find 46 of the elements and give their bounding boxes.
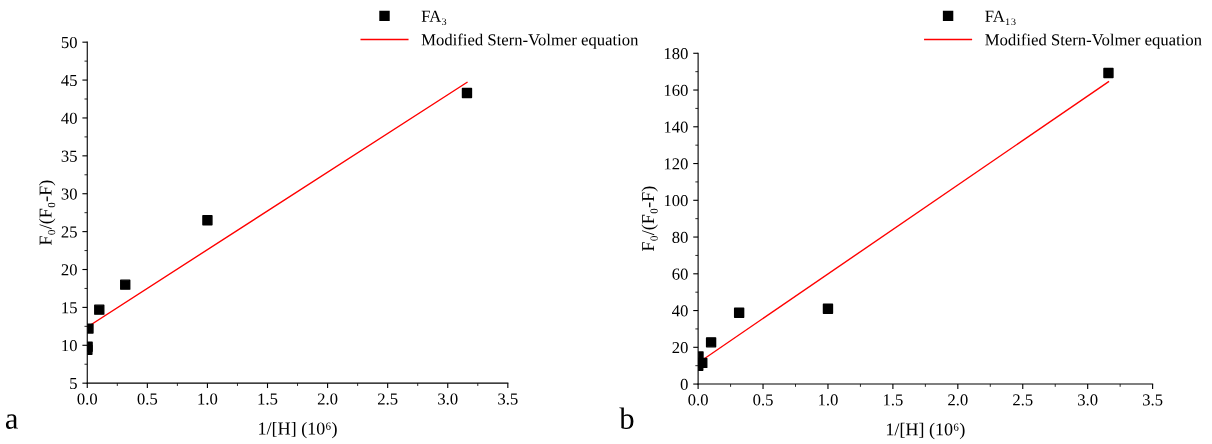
text: b xyxy=(619,407,634,429)
y-tick-label: 120 xyxy=(664,158,688,170)
x-axis-title: 1/[H] (10⁶) xyxy=(886,422,965,440)
text: a xyxy=(5,414,18,429)
y-tick-label: 40 xyxy=(672,305,688,317)
x-tick-label: 2.5 xyxy=(377,393,398,405)
legend-label: FA₁₃ xyxy=(985,10,1016,26)
x-tick-label: 1.5 xyxy=(258,393,278,405)
y-tick-label: 20 xyxy=(672,342,688,354)
y-tick-label: 35 xyxy=(61,150,77,162)
y-tick-label: 160 xyxy=(664,84,688,96)
y-tick-label: 80 xyxy=(672,231,688,243)
y-tick-label: 180 xyxy=(664,47,688,60)
y-axis-title: F₀/(F₀-F) xyxy=(641,186,658,252)
x-tick-label: 0.0 xyxy=(77,393,98,405)
y-tick-label: 15 xyxy=(62,302,77,314)
x-tick-label: 1.0 xyxy=(198,393,218,405)
x-tick-label: 2.5 xyxy=(1013,394,1033,406)
legend-label: Modified Stern-Volmer equation xyxy=(421,33,639,49)
y-tick-label: 0 xyxy=(680,378,688,391)
x-tick-label: 3.5 xyxy=(1142,394,1163,406)
x-tick-label: 2.0 xyxy=(948,394,968,406)
x-tick-label: 0.0 xyxy=(688,394,708,406)
x-axis-title: 1/[H] (10⁶) xyxy=(259,421,337,439)
y-tick-label: 5 xyxy=(70,378,77,390)
x-tick-label: 2.0 xyxy=(317,393,338,405)
y-tick-label: 100 xyxy=(664,194,688,207)
y-tick-label: 40 xyxy=(61,112,77,124)
legend-label: Modified Stern-Volmer equation xyxy=(985,33,1202,49)
y-tick-label: 60 xyxy=(672,268,688,280)
y-tick-label: 45 xyxy=(61,74,77,87)
y-tick-label: 50 xyxy=(61,36,77,49)
legend-label: FA₃ xyxy=(421,10,447,26)
x-tick-label: 0.5 xyxy=(137,393,158,405)
y-tick-label: 20 xyxy=(61,264,77,276)
x-tick-label: 3.0 xyxy=(1078,394,1098,406)
x-tick-label: 3.0 xyxy=(438,393,458,405)
y-tick-label: 25 xyxy=(61,226,77,238)
x-tick-label: 0.5 xyxy=(753,394,773,406)
x-tick-label: 3.5 xyxy=(498,393,518,405)
y-axis-title: F₀/(F₀-F) xyxy=(38,180,56,246)
x-tick-label: 1.0 xyxy=(819,394,838,406)
x-tick-label: 1.5 xyxy=(883,394,903,406)
y-tick-label: 30 xyxy=(61,188,77,200)
y-tick-label: 10 xyxy=(62,339,77,352)
y-tick-label: 140 xyxy=(664,121,688,133)
